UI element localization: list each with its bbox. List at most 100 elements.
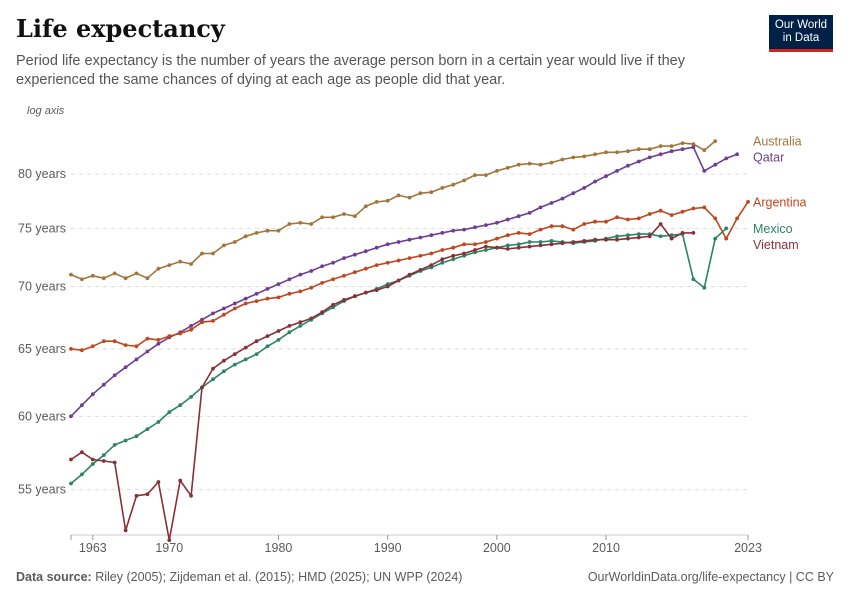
data-point [495,220,499,225]
data-point [222,306,226,311]
data-point [243,296,248,301]
data-point [604,237,608,242]
data-point [385,242,390,247]
data-point [385,198,390,203]
data-point [713,216,718,221]
data-point [691,206,696,211]
data-point [593,152,597,157]
data-point [658,144,663,149]
x-tick-label: 2023 [734,541,762,555]
data-point [123,365,128,370]
y-tick-label: 60 years [18,409,66,423]
data-point [636,216,641,221]
data-point [418,235,423,240]
data-point [527,244,532,249]
data-point [571,227,576,232]
data-point [200,320,204,325]
data-point [560,157,565,162]
data-point [713,162,718,167]
data-point [298,220,303,225]
data-point [702,205,707,210]
data-point [189,395,194,399]
data-point [560,241,565,246]
y-tick-label: 80 years [18,167,66,181]
data-point [385,284,390,289]
data-point [309,222,314,226]
data-point [254,291,259,296]
data-point [342,298,346,302]
series-line [70,146,738,417]
data-point [495,236,499,241]
data-point [538,205,543,210]
data-point [112,271,117,276]
data-point [582,154,587,159]
data-point [658,208,663,213]
data-point [232,301,237,306]
data-point [473,173,477,178]
data-point [615,150,619,155]
logo-line-2: in Data [782,32,820,44]
data-point [451,257,456,262]
y-tick-label: 65 years [18,342,66,356]
owid-logo[interactable]: Our World in Data [769,15,833,52]
data-point [407,195,412,200]
data-point [211,311,215,316]
data-point [549,224,554,229]
data-point [440,257,445,262]
data-point [178,331,183,336]
data-point [200,251,204,256]
data-point [702,148,707,153]
data-point [254,339,259,344]
data-point [691,277,696,282]
data-point [538,162,543,167]
data-point [134,344,139,349]
series-qatar [69,145,739,419]
data-point [615,234,619,239]
data-point [189,493,194,498]
x-tick-label: 2000 [483,541,511,555]
data-point [363,249,368,254]
data-point [232,240,237,244]
x-tick-label: 1963 [79,541,107,555]
data-point [309,269,314,273]
data-point [516,162,521,167]
data-point [156,420,161,424]
data-point [298,324,303,328]
data-point [505,233,510,238]
data-point [680,231,685,235]
source-url-link[interactable]: OurWorldinData.org/life-expectancy | CC … [587,570,834,584]
data-point [254,299,259,303]
data-point [80,277,84,282]
data-point [440,231,445,235]
data-point [134,493,139,498]
data-point [484,173,488,178]
data-point [735,216,739,221]
data-point [287,222,292,226]
data-point [254,231,259,235]
data-point [222,369,226,374]
data-point [440,260,445,265]
log-axis-label: log axis [27,105,65,117]
data-point [669,213,674,218]
data-point [222,312,226,317]
data-point [484,223,488,228]
data-point [484,240,488,244]
data-point [462,242,466,247]
y-tick-label: 75 years [18,221,66,235]
data-point [593,237,597,242]
data-source-text: Riley (2005); Zijdeman et al. (2015); HM… [91,570,463,584]
data-point [80,472,84,477]
data-point [331,215,335,220]
data-point [484,248,488,252]
data-point [200,385,204,390]
data-point [691,145,696,150]
data-point [320,310,324,315]
data-point [396,278,401,283]
data-point [582,222,587,226]
series-group [69,139,750,542]
data-point [276,338,281,342]
data-point [342,273,346,278]
data-point [80,403,84,408]
series-labels: Australia Qatar Argentina Mexico Vietnam [753,135,807,252]
